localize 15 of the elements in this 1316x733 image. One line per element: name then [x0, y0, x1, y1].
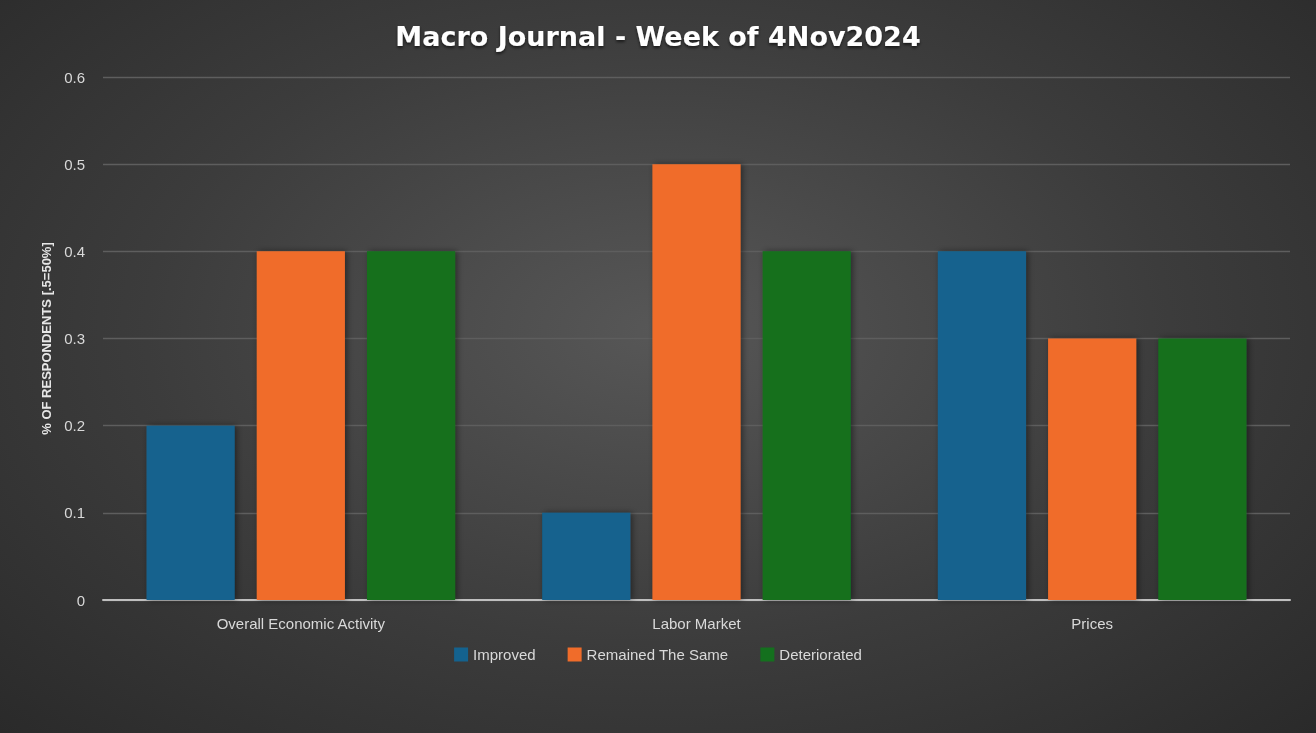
x-tick-label: Labor Market [652, 615, 742, 632]
y-tick-label: 0.3 [64, 330, 85, 347]
legend-label: Improved [473, 646, 536, 663]
x-tick-label: Overall Economic Activity [216, 615, 386, 632]
y-axis-title: % OF RESPONDENTS [.5=50%] [39, 242, 55, 435]
legend-label: Remained The Same [586, 646, 729, 663]
legend-label: Deteriorated [779, 646, 862, 663]
y-tick-label: 0.2 [64, 417, 85, 435]
y-tick-label: 0.6 [64, 68, 85, 86]
chart-title: Macro Journal - Week of 4Nov2024 [395, 21, 921, 52]
y-tick-label: 0.1 [64, 504, 85, 522]
y-tick-label: 0.4 [64, 242, 85, 260]
x-tick-label: Prices [1071, 615, 1114, 632]
y-tick-label: 0.5 [64, 155, 85, 173]
y-tick-label: 0 [76, 591, 85, 609]
